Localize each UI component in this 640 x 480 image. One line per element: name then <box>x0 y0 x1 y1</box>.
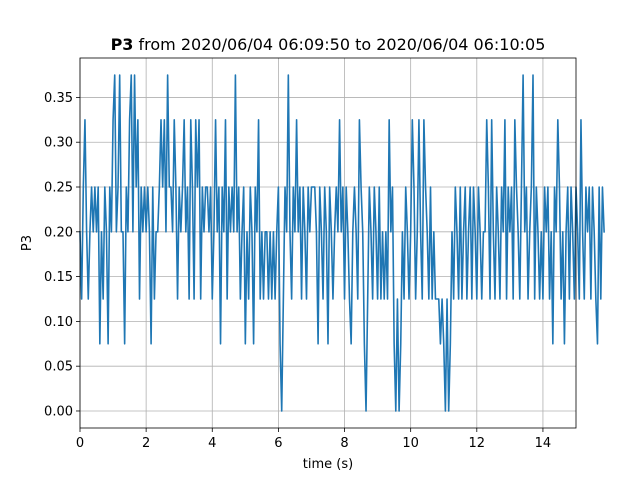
y-tick-label: 0.00 <box>44 404 73 419</box>
x-tick-label: 2 <box>142 436 150 451</box>
x-tick-label: 4 <box>208 436 216 451</box>
chart-title-bold: P3 <box>111 35 134 54</box>
y-tick-label: 0.20 <box>44 225 73 240</box>
x-tick-label: 12 <box>469 436 486 451</box>
plot-frame <box>79 57 577 429</box>
y-tick-label: 0.05 <box>44 360 73 375</box>
series-layer <box>79 74 605 412</box>
x-tick-label: 10 <box>402 436 419 451</box>
y-tick-label: 0.15 <box>44 270 73 285</box>
y-axis-ticks: 0.00 0.05 0.10 0.15 0.20 0.25 0.30 0.35 <box>44 91 80 419</box>
chart-title-rest: from 2020/06/04 06:09:50 to 2020/06/04 0… <box>133 35 545 54</box>
x-tick-label: 8 <box>340 436 348 451</box>
y-tick-label: 0.30 <box>44 136 73 151</box>
x-tick-label: 6 <box>274 436 282 451</box>
grid <box>79 58 576 428</box>
x-axis-label: time (s) <box>303 457 353 472</box>
y-tick-label: 0.10 <box>44 315 73 330</box>
y-tick-label: 0.35 <box>44 91 73 106</box>
chart-title: P3 from 2020/06/04 06:09:50 to 2020/06/0… <box>111 35 546 54</box>
y-tick-label: 0.25 <box>44 181 73 196</box>
series-line <box>79 74 605 412</box>
x-tick-label: 0 <box>76 436 84 451</box>
x-axis-ticks: 0 2 4 6 8 10 12 14 <box>76 428 551 451</box>
x-tick-label: 14 <box>535 436 552 451</box>
y-axis-label: P3 <box>20 235 35 251</box>
